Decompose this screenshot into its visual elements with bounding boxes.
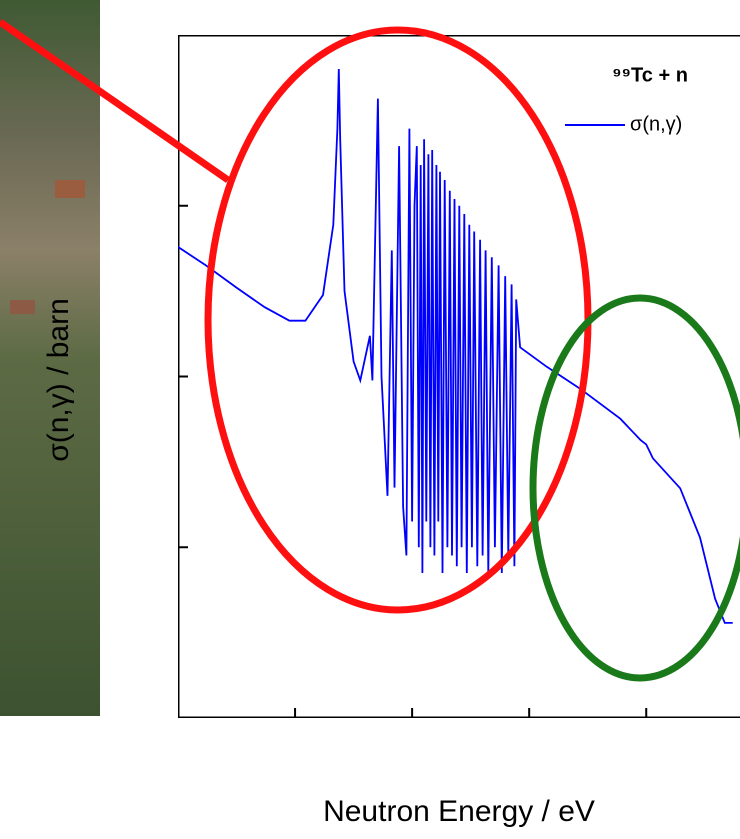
y-tick-label: 10⁻²: [115, 529, 174, 562]
y-tick-label: 10⁻⁴: [112, 700, 174, 733]
data-line: [178, 68, 733, 624]
highlight-ellipse: [204, 26, 592, 614]
highlight-ellipse: [529, 294, 740, 682]
pointer-line: [0, 19, 230, 183]
x-tick-label: 10⁰: [272, 732, 317, 765]
photo-building: [10, 300, 35, 314]
y-tick-label: 10⁴: [128, 17, 174, 50]
x-axis-label: Neutron Energy / eV: [323, 795, 595, 828]
x-tick-label: 10⁻²: [148, 732, 207, 765]
photo-building: [55, 180, 85, 198]
legend-label: σ(n,γ): [630, 113, 682, 135]
x-tick-label: 10⁴: [506, 732, 552, 765]
y-axis-label: σ(n,γ) / barn: [42, 298, 75, 462]
y-tick-label: 10²: [131, 188, 174, 221]
background-photo: [0, 0, 100, 716]
x-tick-label: 10²: [390, 732, 433, 765]
chart-title: ⁹⁹Tc + n: [612, 64, 688, 86]
y-tick-label: 10⁰: [129, 358, 174, 391]
x-tick-label: 10⁶: [623, 732, 669, 765]
